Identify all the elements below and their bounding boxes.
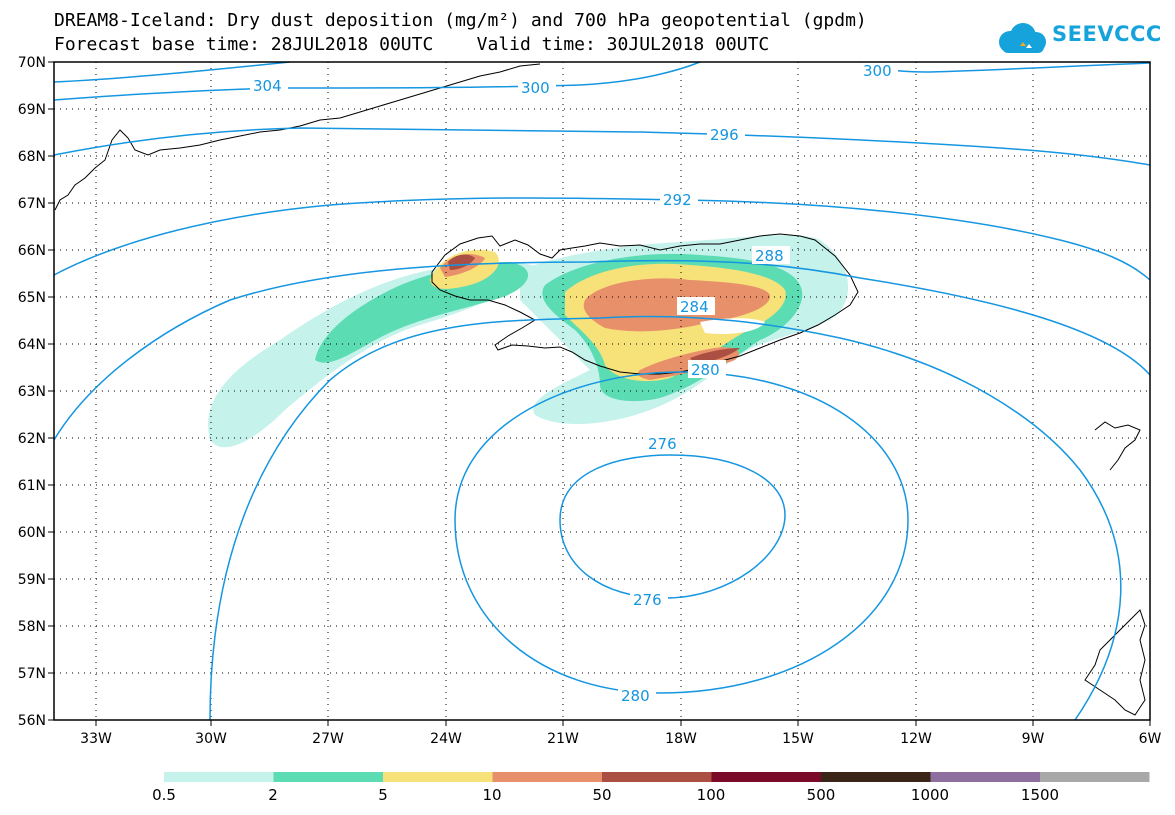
- lat-label: 57N: [18, 666, 46, 682]
- contour-label-292: 292: [663, 191, 692, 209]
- lon-label: 18W: [665, 731, 697, 747]
- lat-label: 65N: [18, 290, 46, 306]
- contour-304: [53, 61, 291, 83]
- legend-label: 100: [696, 786, 726, 804]
- legend-swatch-9: [1040, 772, 1150, 782]
- lon-label: 12W: [900, 731, 932, 747]
- legend-swatch-4: [492, 772, 602, 782]
- contour-284: [209, 315, 1122, 721]
- lon-label: 6W: [1139, 731, 1162, 747]
- lat-label: 56N: [18, 713, 46, 729]
- contour-label-296: 296: [710, 126, 739, 144]
- contour-300-west: [53, 61, 701, 101]
- lat-label: 70N: [18, 55, 46, 71]
- longitude-labels: 33W 30W 27W 24W 21W 18W 15W 12W 9W 6W: [80, 731, 1161, 747]
- legend-swatch-1: [164, 772, 274, 782]
- lat-label: 62N: [18, 431, 46, 447]
- contour-label-300-east: 300: [863, 62, 892, 80]
- legend-label: 10: [482, 786, 502, 804]
- contour-label-304: 304: [253, 77, 282, 95]
- dust-area-orange-iceland: [583, 278, 771, 332]
- faroe-shetland-coastline: [1094, 421, 1141, 471]
- contour-label-288: 288: [755, 247, 784, 265]
- dust-deposition-shading: [208, 235, 849, 448]
- legend-swatch-2: [273, 772, 383, 782]
- lat-label: 64N: [18, 337, 46, 353]
- lon-label: 27W: [312, 731, 344, 747]
- lat-label: 61N: [18, 478, 46, 494]
- legend-label: 5: [378, 786, 388, 804]
- contour-label-280-bottom: 280: [621, 687, 650, 705]
- contour-label-284: 284: [680, 298, 709, 316]
- legend-swatch-7: [821, 772, 931, 782]
- axis-ticks: [48, 61, 1151, 726]
- contour-300-east: [859, 61, 1151, 73]
- lon-label: 24W: [430, 731, 462, 747]
- cloud-icon: [999, 23, 1046, 53]
- contour-280: [454, 371, 909, 694]
- lat-label: 68N: [18, 149, 46, 165]
- scotland-coastline: [1084, 609, 1146, 716]
- coastlines: [54, 63, 1146, 716]
- lat-label: 67N: [18, 196, 46, 212]
- contour-labels: 304 300 300 296 292 288 284 280 276 276 …: [250, 62, 898, 705]
- lon-label: 15W: [782, 731, 814, 747]
- lon-label: 30W: [195, 731, 227, 747]
- lon-label: 9W: [1022, 731, 1045, 747]
- contour-label-276-bottom: 276: [633, 591, 662, 609]
- greenland-coastline: [54, 63, 541, 211]
- legend-colorbar: [164, 772, 1150, 782]
- lon-label: 33W: [80, 731, 112, 747]
- legend-swatch-6: [711, 772, 821, 782]
- contour-label-280: 280: [691, 361, 720, 379]
- iceland-coastline: [431, 233, 859, 375]
- contour-276: [559, 454, 786, 599]
- contour-288: [53, 259, 1151, 441]
- legend-label: 1500: [1020, 786, 1060, 804]
- legend-label: 0.5: [152, 786, 176, 804]
- legend-swatch-5: [602, 772, 712, 782]
- lat-label: 59N: [18, 572, 46, 588]
- lat-label: 58N: [18, 619, 46, 635]
- contour-292: [53, 197, 1151, 281]
- map-subtitle-times: Forecast base time: 28JUL2018 00UTC Vali…: [54, 34, 770, 55]
- lat-label: 60N: [18, 525, 46, 541]
- contour-296: [53, 127, 1151, 166]
- legend-label: 1000: [910, 786, 950, 804]
- legend-swatch-3: [383, 772, 493, 782]
- legend-label: 50: [592, 786, 612, 804]
- lat-label: 66N: [18, 243, 46, 259]
- dust-area-brown-westfjords: [448, 254, 475, 270]
- map-title: DREAM8-Iceland: Dry dust deposition (mg/…: [54, 10, 867, 31]
- contour-label-300: 300: [521, 79, 550, 97]
- lon-label: 21W: [547, 731, 579, 747]
- dust-area-green-west: [315, 262, 529, 363]
- logo-text: SEEVCCC: [1052, 22, 1162, 46]
- seevccc-logo: [999, 23, 1046, 53]
- contour-label-276-top: 276: [648, 435, 677, 453]
- latitude-labels: 70N 69N 68N 67N 66N 65N 64N 63N 62N 61N …: [18, 55, 46, 729]
- lat-label: 69N: [18, 102, 46, 118]
- legend-label: 500: [806, 786, 836, 804]
- legend-label: 2: [268, 786, 278, 804]
- geopotential-contours: [53, 61, 1151, 721]
- legend-swatch-8: [930, 772, 1040, 782]
- lat-label: 63N: [18, 384, 46, 400]
